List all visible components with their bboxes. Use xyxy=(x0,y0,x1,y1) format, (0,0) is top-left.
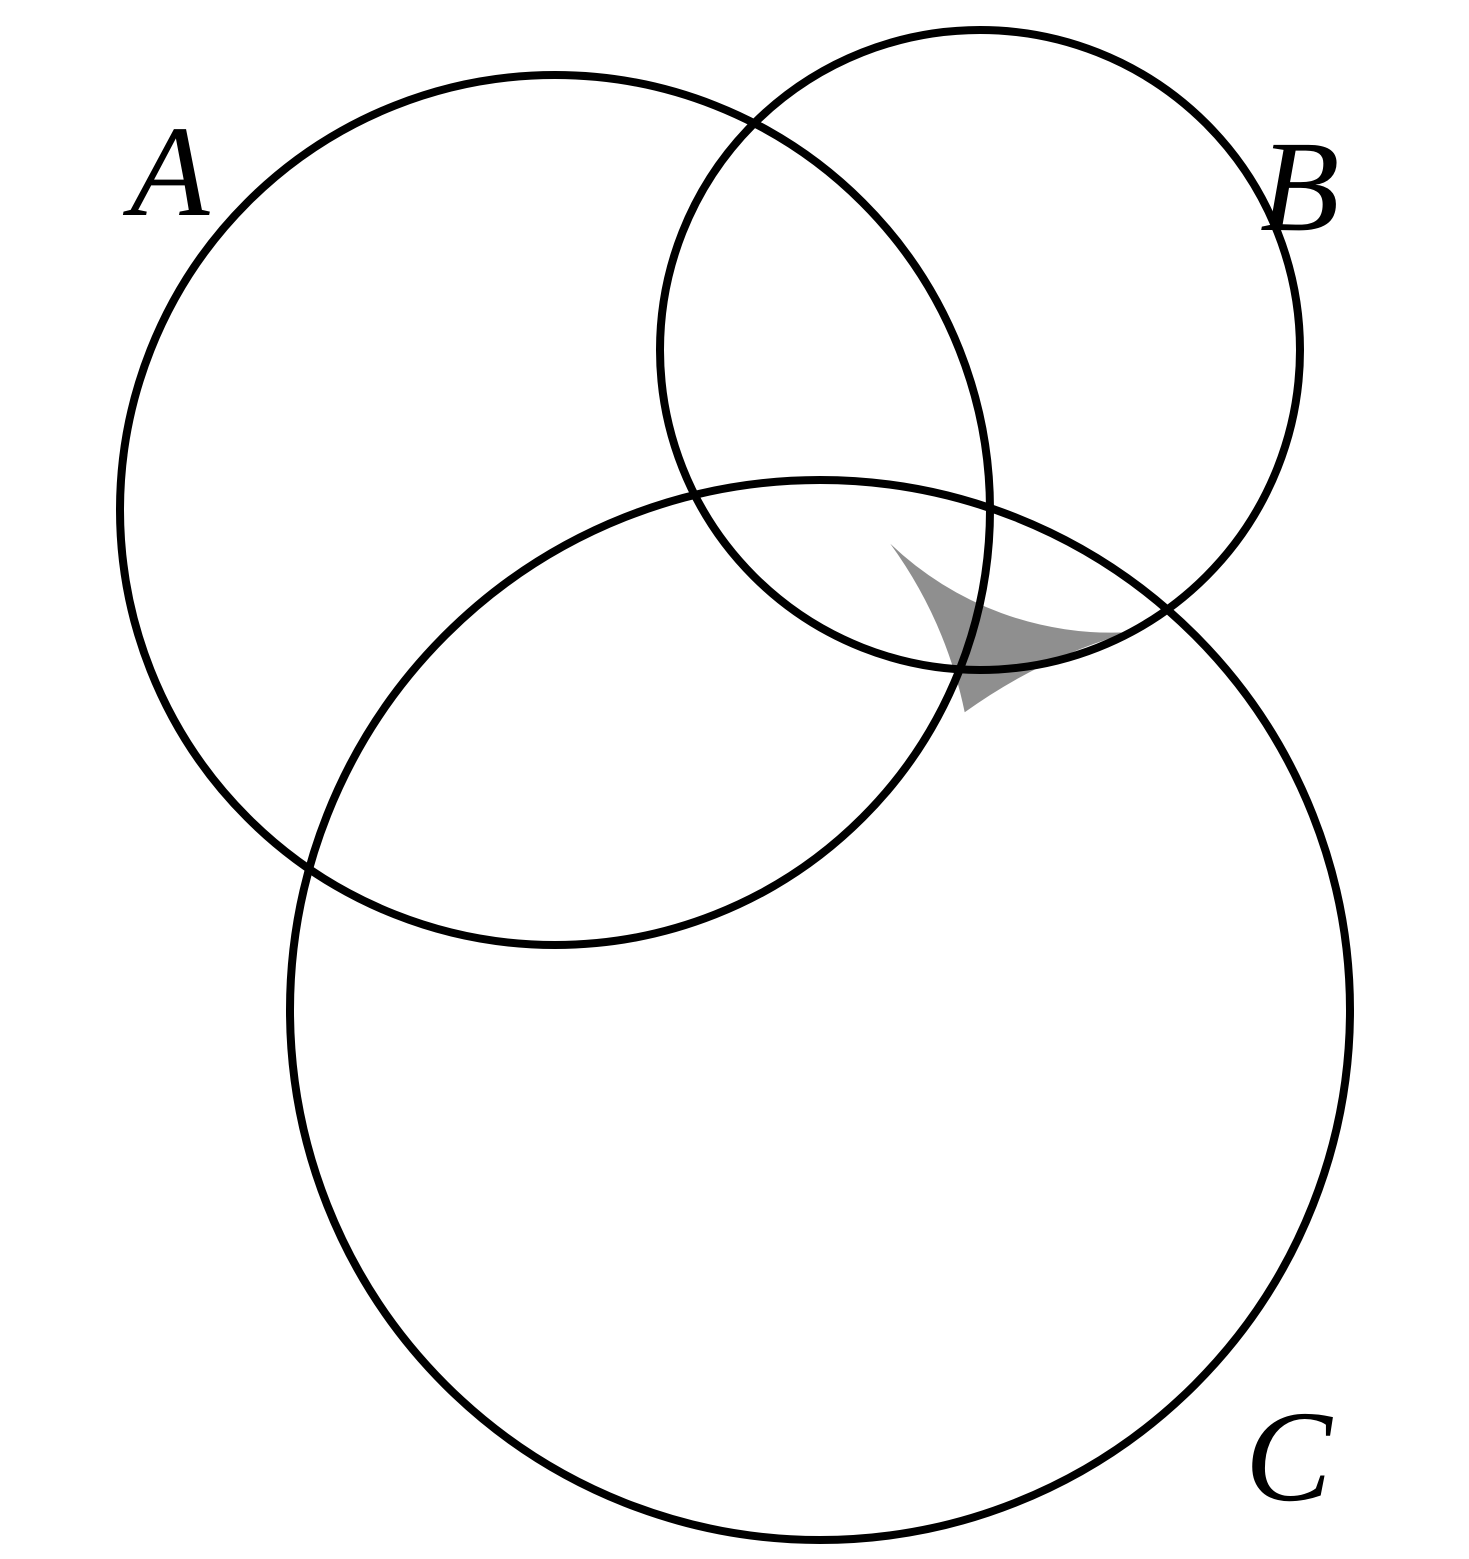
label-b: B xyxy=(1260,115,1339,259)
circle-c xyxy=(290,480,1350,1540)
circle-b xyxy=(660,30,1300,670)
label-a: A xyxy=(122,100,210,244)
shaded-region xyxy=(890,544,1130,713)
label-c: C xyxy=(1245,1385,1333,1529)
venn-diagram: A B C xyxy=(0,0,1469,1559)
circle-a xyxy=(120,75,990,945)
